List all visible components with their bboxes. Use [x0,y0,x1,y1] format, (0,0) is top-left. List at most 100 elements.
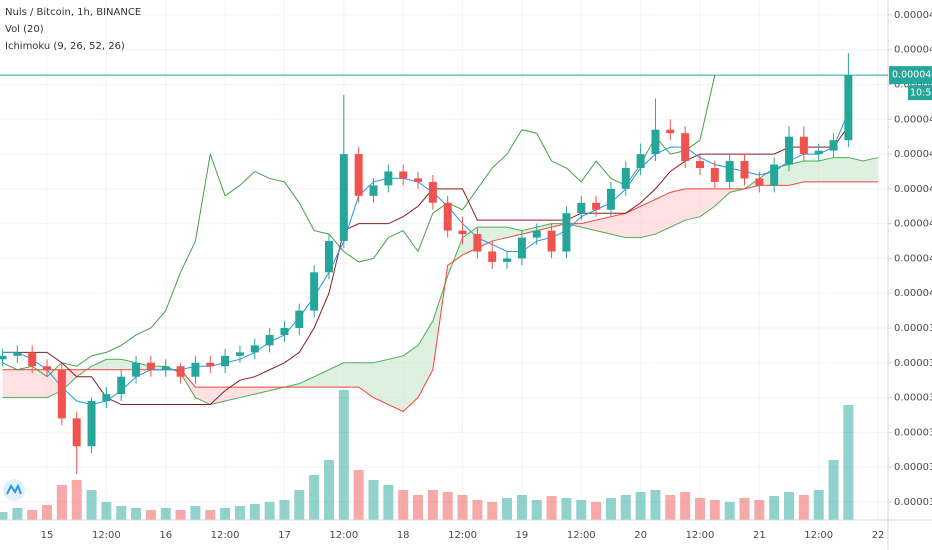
volume-bar [234,506,245,520]
candle-body [399,171,408,179]
volume-bar [338,390,349,520]
x-tick-label: 12:00 [804,530,833,541]
volume-bar [71,480,82,520]
volume-bar [249,504,260,520]
volume-bar [42,505,53,520]
chart-title: Nuls / Bitcoin, 1h, BINANCE [5,7,141,18]
cloud-segment [714,188,730,207]
candle-body [324,241,333,273]
volume-bar [145,510,156,520]
candle-body [473,234,482,252]
candle-body [814,150,823,155]
volume-bar [784,492,795,520]
x-tick-label: 12:00 [686,530,715,541]
candle-body [132,362,141,377]
candle-body [250,345,259,353]
volume-bar [205,510,216,520]
x-tick-label: 22 [872,530,885,541]
volume-bar [101,502,112,520]
cloud-segment [670,188,686,228]
candle-body [265,334,274,346]
cloud-segment [803,161,819,182]
volume-bar [487,502,498,520]
candle-body [295,310,304,328]
volume-bar [576,500,587,520]
cloud-segment [492,227,508,242]
cloud-segment [789,161,804,186]
volume-bar [160,508,171,520]
candle-body [72,418,81,447]
x-tick-label: 15 [41,530,54,541]
candle-body [280,328,289,335]
volume-bar [605,498,616,520]
candle-body [755,178,764,186]
candle-body [369,185,378,196]
cloud-segment [91,359,107,370]
candle-body [740,161,749,179]
cloud-segment [596,216,611,235]
volume-bar [472,500,483,520]
volume-bar [86,490,97,520]
y-tick-label: 0.00003800 [894,358,932,369]
x-tick-label: 12:00 [329,530,358,541]
y-tick-label: 0.00004800 [894,10,932,21]
x-tick-label: 12:00 [92,530,121,541]
candle-body [770,164,779,186]
candle-body [681,133,690,162]
volume-bar [383,485,394,520]
logo-icon[interactable] [6,483,22,495]
cloud-segment [610,213,626,238]
volume-bar [264,502,275,520]
candle-body [636,154,645,168]
cloud-segment [2,369,18,398]
candle-body [695,161,704,168]
candle-body [28,352,37,367]
cloud-segment [328,362,344,388]
candle-body [517,237,526,259]
volume-bar [457,495,468,520]
volume [0,390,854,520]
volume-bar [175,510,186,520]
candle-body [547,230,556,252]
logo[interactable] [3,479,25,501]
cloud-segment [343,362,359,388]
cloud-segment [195,387,211,405]
cloud-segment [655,192,671,235]
candle-body [235,352,244,356]
kijun-line [2,125,849,406]
volume-bar [413,495,424,520]
volume-bar [650,490,661,520]
volume-bar [546,496,557,520]
cloud-segment [388,355,404,412]
candle-body [13,352,22,356]
indicator-label: Ichimoku (9, 26, 52, 26) [5,41,125,52]
volume-bar [665,495,676,520]
senkou_b-line [2,181,879,413]
candle-body [621,168,630,189]
volume-bar [131,508,142,520]
candle-body [87,401,96,447]
volume-bar [398,490,409,520]
indicator-label: Vol (20) [5,24,44,35]
y-tick-label: 0.00004400 [894,149,932,160]
volume-bar [279,500,290,520]
candle-body [191,362,200,377]
candle-body [310,272,319,311]
candle-body [0,355,7,360]
y-tick-label: 0.00003900 [894,323,932,334]
x-tick-label: 18 [397,530,410,541]
candle-body [57,369,66,419]
cloud-segment [403,345,419,412]
volume-bar [694,498,705,520]
y-tick-label: 0.00004200 [894,219,932,230]
volume-bar [828,460,839,520]
x-tick-label: 12:00 [567,530,596,541]
candles [0,53,853,475]
volume-bar [561,498,572,520]
cloud-segment [17,369,33,398]
volume-bar [635,492,646,520]
cloud-segment [314,369,329,388]
volume-bar [843,405,854,520]
volume-bar [591,502,602,520]
x-tick-label: 12:00 [448,530,477,541]
